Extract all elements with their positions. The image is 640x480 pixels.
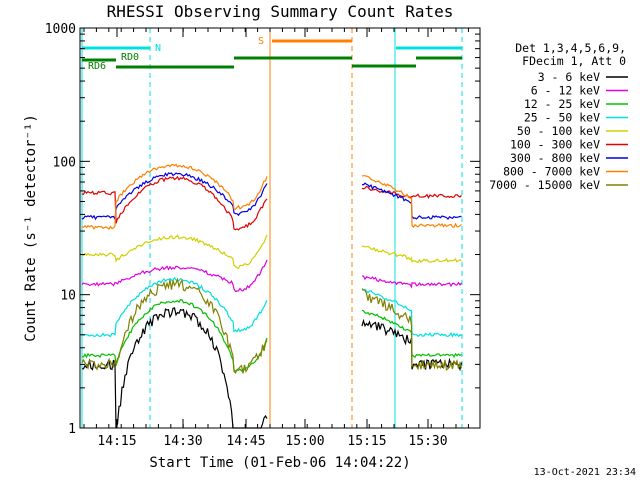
timestamp: 13-Oct-2021 23:34 [534,467,636,478]
x-tick-label: 15:30 [408,434,447,449]
x-tick-label: 14:45 [226,434,265,449]
legend-header: Det 1,3,4,5,6,9, [515,41,626,55]
legend: Det 1,3,4,5,6,9,FDecim 1, Att 0 3 - 6 keV… [489,41,628,192]
y-tick-label: 10 [60,289,76,304]
legend-entry: 25 - 50 keV [524,111,600,125]
legend-entry: 50 - 100 keV [517,124,600,138]
annotation-rd6: RD6 [88,61,106,72]
legend-entry: 300 - 800 keV [510,151,600,165]
plot-area: N RD0 RD6 S [81,28,463,429]
axes: 14:15 14:30 14:45 15:00 15:15 15:30 1 10 100 1000 [45,22,480,449]
chart-title: RHESSI Observing Summary Count Rates [107,2,454,21]
legend-entry: 12 - 25 keV [524,97,600,111]
y-axis-label: Count Rate (s⁻¹ detector⁻¹) [23,114,39,342]
legend-entry: 100 - 300 keV [510,138,600,152]
x-tick-label: 15:15 [347,434,386,449]
series-line [81,163,462,231]
x-tick-label: 15:00 [285,434,324,449]
y-tick-label: 100 [53,155,76,170]
series-line [81,277,463,374]
legend-entry: 6 - 12 keV [531,84,600,98]
plot-frame [79,27,481,429]
y-tick-label: 1 [68,422,76,437]
legend-entry: 7000 - 15000 keV [489,178,600,192]
annotation-s: S [258,36,264,47]
series-line [81,234,462,270]
series-line [81,259,462,293]
annotation-rd0: RD0 [121,52,139,63]
annotation-n: N [155,43,161,54]
x-tick-label: 14:30 [163,434,202,449]
y-tick-label: 1000 [45,22,76,37]
legend-entry: 800 - 7000 keV [503,165,600,179]
legend-header: FDecim 1, Att 0 [522,54,626,68]
x-tick-label: 14:15 [97,434,136,449]
series-line [81,175,462,231]
legend-entry: 3 - 6 keV [538,70,600,84]
x-axis-label: Start Time (01-Feb-06 14:04:22) [149,455,410,471]
series-line [81,276,462,338]
